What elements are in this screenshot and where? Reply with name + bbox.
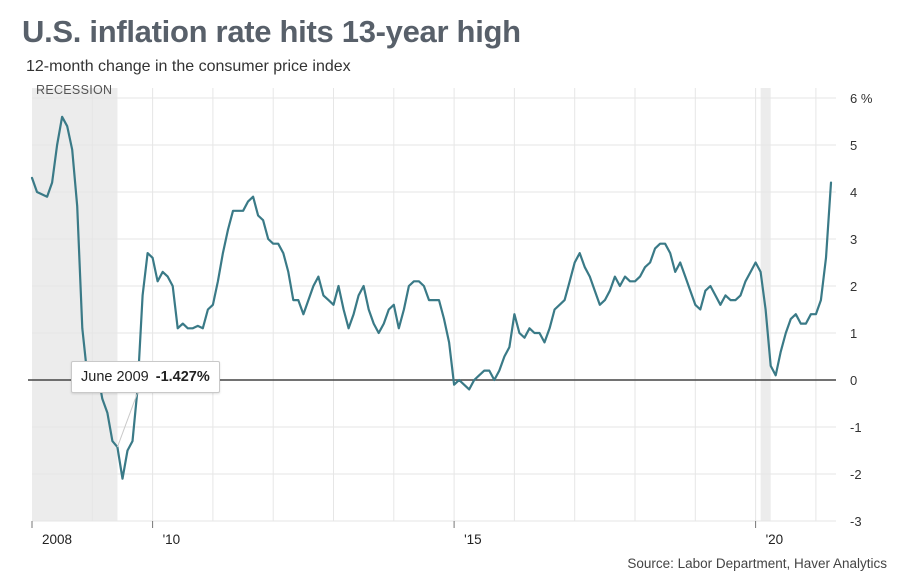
x-axis-ticks: 2008 '10 '15 '20 [31,521,784,547]
y-tick-label: 0 [850,373,857,388]
y-axis-ticks: 6 % 5 4 3 2 1 0 -1 -2 -3 [850,91,873,529]
x-tick-label: '20 [766,532,784,547]
y-tick-label: 2 [850,279,857,294]
x-tick-label: '15 [464,532,482,547]
y-tick-label: 4 [850,185,857,200]
x-tick-label: '10 [163,532,181,547]
chart-subtitle: 12-month change in the consumer price in… [26,58,351,75]
recession-band-0 [32,88,118,521]
tooltip-label: June 2009 [81,369,149,385]
recession-label: RECESSION [36,83,112,97]
y-tick-label: 6 % [850,91,873,106]
tooltip-value: -1.427% [155,369,210,385]
tooltip-pointer [116,392,138,448]
y-tick-label: -2 [850,467,862,482]
series-line-cpi [30,115,833,480]
gridlines [32,88,836,522]
y-tick-label: 1 [850,326,857,341]
y-tick-label: 3 [850,232,857,247]
y-tick-label: 5 [850,138,857,153]
source-note: Source: Labor Department, Haver Analytic… [627,556,887,571]
x-tick-label: 2008 [42,532,72,547]
chart-title: U.S. inflation rate hits 13-year high [22,14,521,49]
tooltip: June 2009 -1.427% [71,361,220,393]
y-tick-label: -1 [850,420,862,435]
y-tick-label: -3 [850,514,862,529]
